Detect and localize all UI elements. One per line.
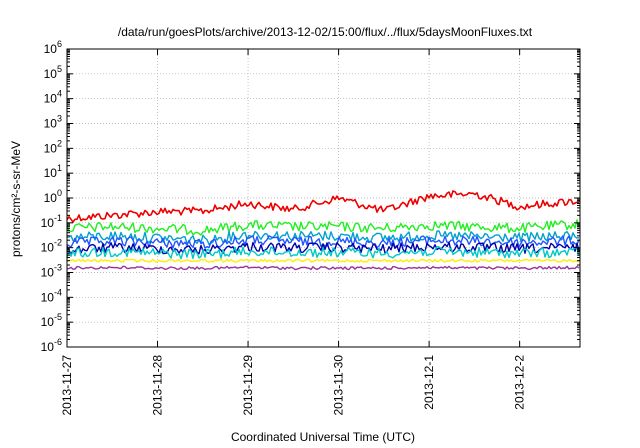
series-line (66, 241, 580, 255)
series-line (66, 265, 580, 271)
x-tick-label: 2013-12-2 (513, 355, 527, 410)
series-line (66, 190, 580, 223)
x-tick-label: 2013-11-28 (151, 355, 165, 416)
y-axis-label: protons/cm²-s-sr-MeV (9, 141, 23, 257)
x-axis-label: Coordinated Universal Time (UTC) (231, 430, 415, 444)
series-line (66, 219, 580, 236)
series-line (66, 246, 580, 260)
x-tick-label: 2013-12-1 (422, 355, 436, 410)
series-line (66, 258, 580, 263)
x-axis: 2013-11-27 2013-11-28 2013-11-29 2013-11-30… (60, 49, 527, 416)
x-tick-label: 2013-11-27 (60, 355, 74, 416)
chart-title: /data/run/goesPlots/archive/2013-12-02/1… (118, 25, 533, 39)
x-tick-label: 2013-11-29 (241, 355, 255, 416)
x-tick-label: 2013-11-30 (332, 355, 346, 416)
y-axis: 10-610-510-410-310-210-11001011021031041… (41, 39, 580, 354)
series-line (66, 230, 580, 245)
series-layer (66, 190, 580, 271)
